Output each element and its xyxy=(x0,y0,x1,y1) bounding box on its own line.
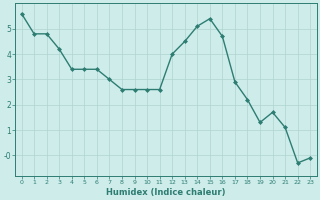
X-axis label: Humidex (Indice chaleur): Humidex (Indice chaleur) xyxy=(106,188,226,197)
